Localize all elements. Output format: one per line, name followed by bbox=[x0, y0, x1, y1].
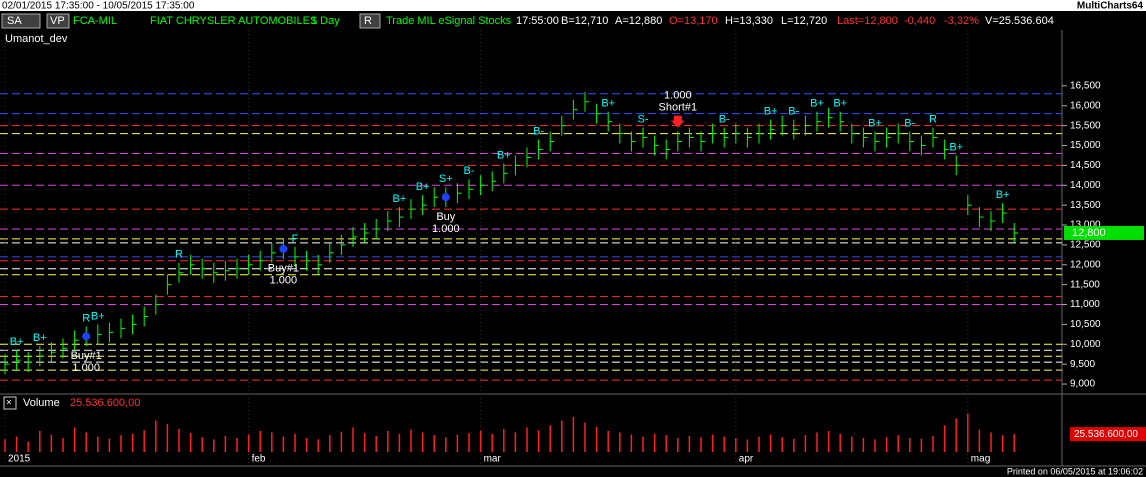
signal-label: B- bbox=[719, 114, 730, 126]
y-tick-label: 15,000 bbox=[1070, 140, 1101, 151]
x-tick-label: feb bbox=[252, 454, 266, 465]
signal-label: S- bbox=[638, 114, 649, 126]
signal-label: B+ bbox=[601, 98, 615, 110]
signal-label: B+ bbox=[833, 98, 847, 110]
signal-label: B+ bbox=[393, 193, 407, 205]
r-label: R bbox=[364, 15, 372, 27]
signal-label: B+ bbox=[10, 336, 24, 348]
order-label: Buy#1 bbox=[268, 263, 299, 275]
signal-label: R bbox=[929, 114, 937, 126]
title-bar bbox=[0, 0, 1146, 11]
ask: A=12,880 bbox=[615, 15, 662, 27]
x-tick-label: mag bbox=[971, 454, 990, 465]
signal-label: B+ bbox=[996, 189, 1010, 201]
signal-label: B- bbox=[904, 117, 915, 129]
signal-label: F bbox=[292, 233, 299, 245]
last-price-label: 12,800 bbox=[1072, 227, 1106, 239]
order-qty: 1.000 bbox=[270, 275, 298, 287]
short-arrow bbox=[670, 115, 685, 128]
order-label: Short#1 bbox=[659, 101, 698, 113]
close-icon: × bbox=[6, 398, 12, 409]
app-name: MultiCharts64 bbox=[1077, 1, 1144, 12]
x-tick-label: apr bbox=[739, 454, 754, 465]
y-tick-label: 16,500 bbox=[1070, 80, 1101, 91]
study-name: Umanot_dev bbox=[5, 33, 68, 45]
sa-label: SA bbox=[7, 15, 22, 27]
buy-marker bbox=[82, 332, 91, 341]
y-tick-label: 10,000 bbox=[1070, 339, 1101, 350]
volume-value: 25.536.600,00 bbox=[70, 397, 140, 409]
y-tick-label: 12,000 bbox=[1070, 259, 1101, 270]
y-tick-label: 11,500 bbox=[1070, 279, 1100, 290]
y-tick-label: 16,000 bbox=[1070, 100, 1101, 111]
signal-label: B+ bbox=[91, 310, 105, 322]
signal-label: S+ bbox=[439, 173, 453, 185]
last: Last=12,800 bbox=[837, 15, 898, 27]
signal-label: R bbox=[175, 249, 183, 261]
signal-label: B+ bbox=[33, 332, 47, 344]
y-tick-label: 15,500 bbox=[1070, 120, 1101, 131]
close-pane-button[interactable] bbox=[3, 396, 17, 410]
x-tick-label: 2015 bbox=[8, 454, 31, 465]
y-tick-label: 10,500 bbox=[1070, 319, 1101, 330]
y-tick-label: 13,000 bbox=[1070, 220, 1101, 231]
signal-label: R bbox=[82, 312, 90, 324]
signal-label: B- bbox=[464, 165, 475, 177]
y-tick-label: 9,000 bbox=[1070, 379, 1095, 390]
volume-info: V=25.536.604 bbox=[985, 15, 1054, 27]
y-tick-label: 11,000 bbox=[1070, 299, 1100, 310]
y-tick-label: 14,000 bbox=[1070, 180, 1101, 191]
x-tick-label: mar bbox=[484, 454, 502, 465]
signal-label: B+ bbox=[764, 106, 778, 118]
y-tick-label: 14,500 bbox=[1070, 160, 1101, 171]
signal-label: B+ bbox=[416, 181, 430, 193]
interval: 1 Day bbox=[311, 15, 340, 27]
last-volume-tag bbox=[1070, 427, 1146, 442]
date-range: 02/01/2015 17:35:00 - 10/05/2015 17:35:0… bbox=[2, 1, 195, 12]
sa-button[interactable] bbox=[1, 13, 41, 29]
signal-label: B+ bbox=[868, 117, 882, 129]
order-qty: 1.000 bbox=[72, 362, 100, 374]
order-qty: 1.000 bbox=[432, 223, 460, 235]
signal-label: B- bbox=[533, 125, 544, 137]
signal-label: B- bbox=[788, 106, 799, 118]
instrument-name: FIAT CHRYSLER AUTOMOBILES bbox=[150, 15, 317, 27]
vp-label: VP bbox=[50, 15, 65, 27]
low: L=12,720 bbox=[781, 15, 827, 27]
r-button[interactable] bbox=[359, 13, 381, 29]
change: -0,440 bbox=[904, 15, 935, 27]
buy-marker bbox=[441, 193, 450, 202]
order-qty: 1.000 bbox=[664, 89, 692, 101]
change-pct: -3,32% bbox=[944, 15, 979, 27]
printed-note: Printed on 06/05/2015 at 19:06:02 bbox=[1007, 466, 1143, 476]
last-volume-label: 25.536.600,00 bbox=[1074, 429, 1138, 440]
y-tick-label: 12,500 bbox=[1070, 240, 1101, 251]
high: H=13,330 bbox=[725, 15, 773, 27]
signal-label: B+ bbox=[497, 149, 511, 161]
signal-label: B+ bbox=[949, 141, 963, 153]
vp-button[interactable] bbox=[46, 13, 70, 29]
symbol: FCA-MIL bbox=[73, 15, 117, 27]
order-label: Buy bbox=[436, 211, 455, 223]
bid: B=12,710 bbox=[561, 15, 608, 27]
volume-title: Volume bbox=[23, 397, 60, 409]
y-tick-label: 13,500 bbox=[1070, 200, 1101, 211]
y-tick-label: 9,500 bbox=[1070, 359, 1095, 370]
time: 17:55:00 bbox=[516, 15, 559, 27]
order-label: Buy#1 bbox=[71, 350, 102, 362]
data-source: Trade MIL eSignal Stocks bbox=[386, 15, 512, 27]
signal-label: B+ bbox=[810, 98, 824, 110]
last-price-tag bbox=[1064, 225, 1144, 240]
open: O=13,170 bbox=[669, 15, 718, 27]
buy-marker bbox=[279, 244, 288, 253]
